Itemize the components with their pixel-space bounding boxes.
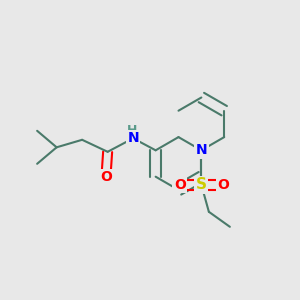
Text: O: O [217,178,229,192]
Text: S: S [196,177,207,192]
Text: O: O [174,178,186,192]
Text: H: H [126,124,137,137]
Text: N: N [196,143,207,157]
Text: O: O [100,170,112,184]
Text: N: N [127,131,139,145]
